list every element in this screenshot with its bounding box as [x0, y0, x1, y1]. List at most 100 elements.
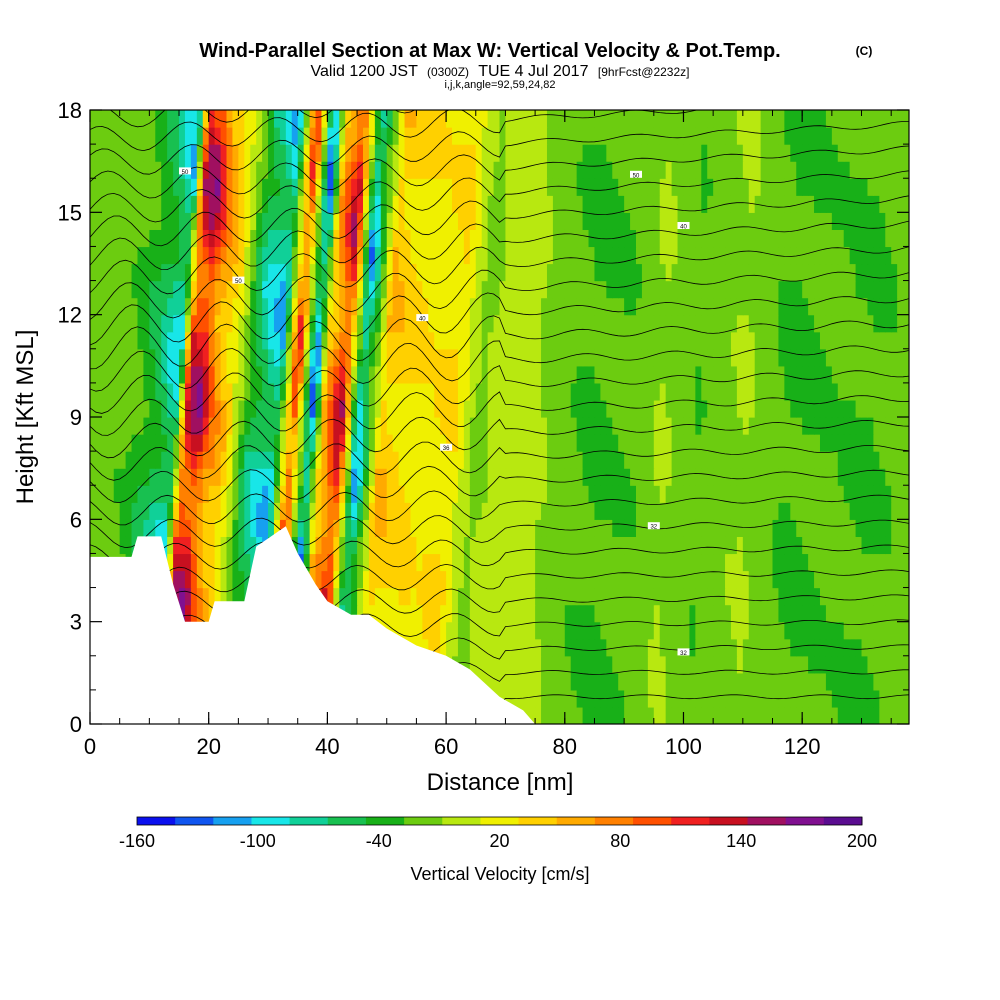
heatmap-cell — [606, 689, 613, 708]
heatmap-cell — [766, 672, 774, 691]
heatmap-cell — [90, 468, 97, 486]
heatmap-cell — [428, 263, 435, 282]
heatmap-cell — [481, 502, 489, 520]
heatmap-cell — [671, 212, 679, 230]
heatmap-cell — [149, 144, 156, 162]
heatmap-cell — [517, 246, 524, 265]
heatmap-cell — [481, 655, 489, 674]
heatmap-cell — [434, 570, 441, 589]
heatmap-cell — [416, 280, 423, 299]
heatmap-cell — [653, 536, 661, 555]
heatmap-cell — [155, 382, 162, 401]
heatmap-cell — [790, 468, 797, 486]
heatmap-cell — [303, 280, 311, 299]
heatmap-cell — [226, 246, 234, 265]
heatmap-cell — [268, 229, 275, 248]
heatmap-cell — [552, 365, 560, 384]
heatmap-cell — [796, 502, 803, 520]
heatmap-cell — [463, 314, 471, 333]
heatmap-cell — [600, 365, 607, 384]
heatmap-cell — [766, 451, 774, 469]
heatmap-cell — [802, 502, 809, 520]
heatmap-cell — [546, 195, 554, 213]
heatmap-cell — [630, 280, 637, 299]
heatmap-cell — [226, 536, 234, 555]
heatmap-cell — [546, 110, 554, 128]
heatmap-cell — [475, 485, 483, 503]
heatmap-cell — [428, 399, 435, 418]
heatmap-cell — [291, 485, 299, 503]
heatmap-cell — [808, 212, 815, 230]
heatmap-cell — [742, 587, 750, 606]
heatmap-cell — [802, 246, 809, 265]
heatmap-cell — [535, 263, 542, 282]
heatmap-cell — [250, 178, 257, 196]
heatmap-cell — [897, 399, 904, 418]
heatmap-cell — [244, 502, 251, 520]
heatmap-cell — [796, 655, 803, 674]
heatmap-cell — [529, 246, 536, 265]
heatmap-cell — [576, 263, 584, 282]
heatmap-cell — [315, 434, 323, 452]
heatmap-cell — [297, 297, 305, 316]
heatmap-cell — [849, 161, 857, 179]
heatmap-cell — [707, 638, 714, 657]
heatmap-cell — [363, 195, 370, 213]
heatmap-cell — [683, 706, 691, 724]
heatmap-cell — [736, 485, 744, 503]
heatmap-cell — [802, 655, 809, 674]
heatmap-cell — [220, 229, 228, 248]
heatmap-cell — [475, 399, 483, 418]
heatmap-cell — [268, 519, 275, 537]
heatmap-cell — [802, 127, 809, 145]
heatmap-cell — [291, 229, 299, 248]
heatmap-cell — [885, 434, 892, 452]
heatmap-cell — [357, 485, 364, 503]
heatmap-cell — [742, 485, 750, 503]
heatmap-cell — [713, 655, 720, 674]
heatmap-cell — [760, 621, 768, 640]
heatmap-cell — [588, 178, 596, 196]
heatmap-cell — [95, 195, 103, 213]
heatmap-cell — [541, 672, 548, 691]
heatmap-cell — [790, 399, 797, 418]
heatmap-cell — [600, 314, 607, 333]
heatmap-cell — [208, 399, 216, 418]
heatmap-cell — [814, 212, 821, 230]
heatmap-cell — [155, 144, 162, 162]
heatmap-cell — [368, 110, 376, 128]
heatmap-cell — [232, 110, 239, 128]
heatmap-cell — [380, 195, 388, 213]
heatmap-cell — [256, 365, 263, 384]
heatmap-cell — [814, 502, 821, 520]
heatmap-cell — [725, 263, 732, 282]
heatmap-cell — [422, 638, 429, 657]
heatmap-cell — [416, 297, 423, 316]
heatmap-cell — [113, 212, 121, 230]
heatmap-cell — [831, 246, 839, 265]
heatmap-cell — [802, 331, 809, 350]
heatmap-cell — [784, 570, 791, 589]
heatmap-cell — [351, 263, 358, 282]
heatmap-cell — [107, 229, 115, 248]
heatmap-cell — [772, 485, 780, 503]
heatmap-cell — [594, 127, 601, 145]
heatmap-cell — [849, 348, 857, 367]
heatmap-cell — [90, 434, 97, 452]
heatmap-cell — [576, 689, 584, 708]
heatmap-cell — [831, 604, 839, 623]
heatmap-cell — [879, 382, 886, 401]
heatmap-cell — [891, 314, 898, 333]
heatmap-cell — [707, 195, 714, 213]
heatmap-cell — [262, 468, 269, 486]
heatmap-cell — [155, 451, 162, 469]
heatmap-cell — [695, 502, 702, 520]
heatmap-cell — [392, 110, 400, 128]
heatmap-cell — [363, 451, 370, 469]
heatmap-cell — [707, 246, 714, 265]
heatmap-cell — [707, 178, 714, 196]
heatmap-cell — [440, 587, 447, 606]
heatmap-cell — [819, 110, 827, 128]
heatmap-cell — [457, 246, 465, 265]
heatmap-cell — [333, 280, 340, 299]
